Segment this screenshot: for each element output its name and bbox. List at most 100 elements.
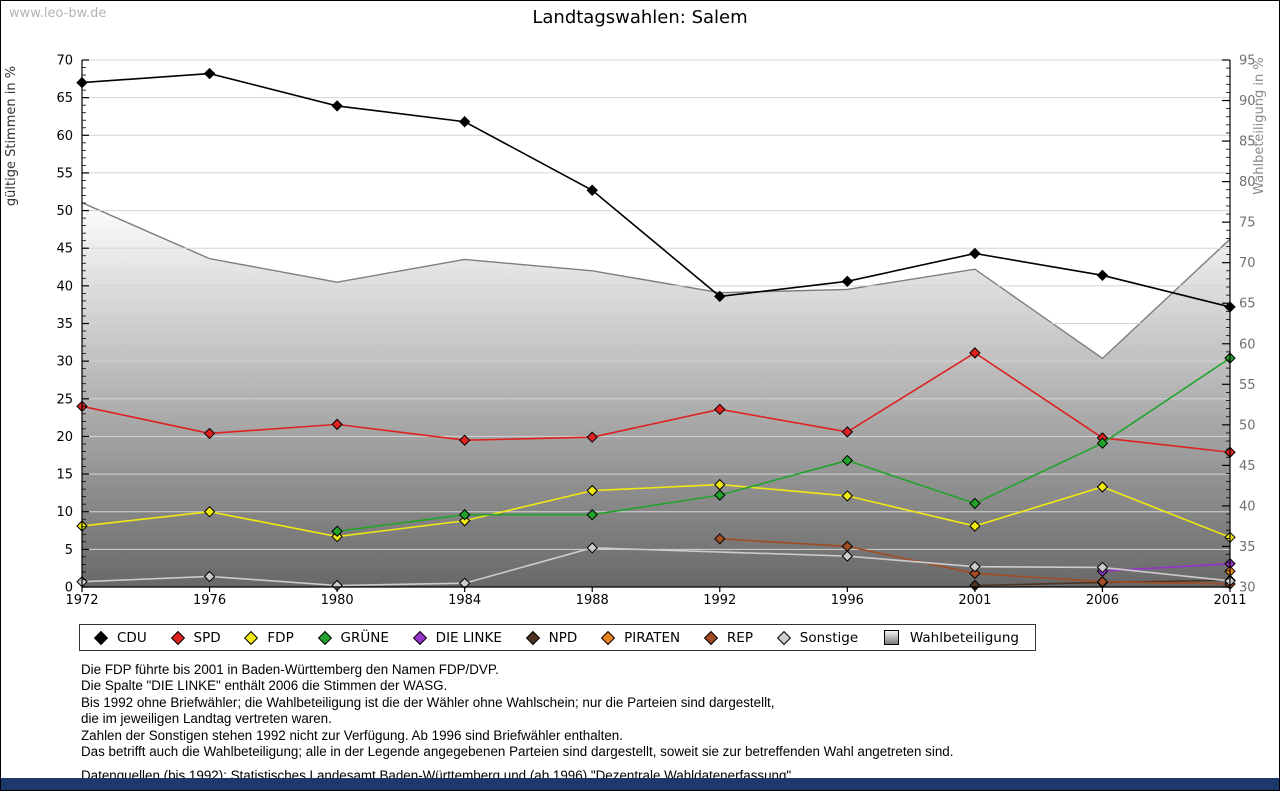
svg-text:45: 45 xyxy=(56,242,73,257)
svg-text:35: 35 xyxy=(1239,540,1256,555)
svg-text:55: 55 xyxy=(56,166,73,181)
series-gr-ne-markers xyxy=(331,352,1236,537)
legend-label: CDU xyxy=(117,629,147,646)
bottom-bar xyxy=(1,778,1279,790)
point-spd-1980 xyxy=(331,418,343,431)
point-cdu-1988 xyxy=(586,184,598,196)
svg-text:1992: 1992 xyxy=(703,593,736,608)
footnote-line: Die Spalte "DIE LINKE" enthält 2006 die … xyxy=(81,678,448,694)
legend-label: PIRATEN xyxy=(624,629,681,646)
chart-canvas: 0 5 10 15 20 25 30 35 40 45 50 55 60 65 70 30 35 40 45 50 55… xyxy=(4,54,1267,609)
series-fdp-line xyxy=(81,483,1231,539)
legend-label: GRÜNE xyxy=(340,629,389,646)
point-sonstige-2006 xyxy=(1096,561,1109,574)
legend-item-piraten: PIRATEN xyxy=(601,629,681,646)
legend-diamond-icon xyxy=(525,630,540,645)
legend-item-sonstige: Sonstige xyxy=(776,629,859,646)
legend-diamond-icon xyxy=(93,630,109,645)
svg-text:40: 40 xyxy=(1239,499,1256,514)
point-sonstige-2001 xyxy=(969,560,981,573)
point-cdu-1992 xyxy=(714,290,726,303)
svg-text:1972: 1972 xyxy=(65,593,98,608)
point-fdp-2006 xyxy=(1096,481,1109,493)
point-cdu-2001 xyxy=(969,247,981,260)
point-gr-ne-1984 xyxy=(458,509,471,521)
footnote-line: die im jeweiligen Landtag vertreten ware… xyxy=(81,711,332,727)
point-rep-2001 xyxy=(969,567,981,580)
legend-item-die-linke: DIE LINKE xyxy=(412,629,502,646)
point-spd-1976 xyxy=(203,427,216,440)
legend-label: DIE LINKE xyxy=(435,629,502,646)
point-spd-1992 xyxy=(714,403,726,416)
point-cdu-1980 xyxy=(331,100,343,112)
svg-text:30: 30 xyxy=(1239,581,1256,596)
legend-label: Wahlbeteiligung xyxy=(909,629,1019,646)
svg-text:1988: 1988 xyxy=(576,593,609,608)
axis-labels: 0 5 10 15 20 25 30 35 40 45 50 55 60 65 70 30 35 40 45 50 55… xyxy=(56,54,1255,609)
point-fdp-1996 xyxy=(841,490,854,502)
legend-diamond-icon xyxy=(244,630,259,645)
svg-text:1980: 1980 xyxy=(321,593,354,608)
svg-text:10: 10 xyxy=(56,505,73,520)
svg-text:1996: 1996 xyxy=(831,593,864,608)
axes xyxy=(81,59,1231,592)
footnote-line: Zahlen der Sonstigen stehen 1992 nicht z… xyxy=(81,727,623,743)
point-cdu-1984 xyxy=(458,116,471,128)
legend-label: Sonstige xyxy=(799,629,859,646)
svg-text:65: 65 xyxy=(56,91,73,106)
page-title: Landtagswahlen: Salem xyxy=(532,7,748,28)
svg-text:5: 5 xyxy=(65,543,73,558)
series-spd-line xyxy=(81,351,1231,454)
svg-text:60: 60 xyxy=(1239,337,1256,352)
svg-text:55: 55 xyxy=(1239,378,1256,393)
legend-diamond-icon xyxy=(412,630,427,645)
svg-text:35: 35 xyxy=(56,317,73,332)
svg-text:1976: 1976 xyxy=(193,593,226,608)
svg-text:0: 0 xyxy=(65,581,73,596)
legend-square-icon xyxy=(883,630,899,645)
legend-item-gr-ne: GRÜNE xyxy=(317,629,389,646)
point-gr-ne-2006 xyxy=(1096,437,1109,449)
footnote-line: Die FDP führte bis 2001 in Baden-Württem… xyxy=(81,662,499,677)
footnote-line: Das betrifft auch die Wahlbeteiligung; a… xyxy=(81,744,954,760)
point-fdp-2001 xyxy=(969,520,981,532)
svg-text:85: 85 xyxy=(1239,135,1256,150)
point-gr-ne-2001 xyxy=(969,497,981,510)
point-sonstige-1996 xyxy=(841,550,854,562)
legend-label: REP xyxy=(726,629,753,646)
legend-diamond-icon xyxy=(170,630,185,645)
legend-item-npd: NPD xyxy=(525,630,577,646)
point-rep-1992 xyxy=(714,533,726,545)
svg-text:65: 65 xyxy=(1239,297,1256,312)
svg-text:80: 80 xyxy=(1239,175,1256,190)
svg-text:20: 20 xyxy=(56,430,73,445)
point-spd-1996 xyxy=(841,426,854,438)
point-gr-ne-1992 xyxy=(714,489,726,501)
point-spd-1984 xyxy=(458,434,471,446)
svg-text:45: 45 xyxy=(1239,459,1256,474)
point-spd-2001 xyxy=(969,347,981,359)
legend-label: SPD xyxy=(193,629,221,646)
point-sonstige-1988 xyxy=(586,542,598,554)
legend-diamond-icon xyxy=(776,630,791,645)
svg-text:70: 70 xyxy=(56,54,73,69)
point-fdp-1984 xyxy=(458,515,471,527)
right-axis-title: Wahlbeteiligung in % xyxy=(1252,57,1267,194)
point-gr-ne-1988 xyxy=(586,509,598,521)
svg-text:40: 40 xyxy=(56,279,73,294)
svg-text:25: 25 xyxy=(56,392,73,407)
point-spd-1988 xyxy=(586,431,598,443)
legend-item-wahlbeteiligung: Wahlbeteiligung xyxy=(883,629,1019,646)
legend-label: FDP xyxy=(267,629,294,646)
legend-diamond-icon xyxy=(601,630,616,645)
svg-text:50: 50 xyxy=(1239,418,1256,433)
svg-text:30: 30 xyxy=(56,355,73,370)
series-gr-ne-line xyxy=(337,357,1231,533)
svg-text:90: 90 xyxy=(1239,94,1256,109)
turnout-area xyxy=(82,202,1230,588)
watermark: www.leo-bw.de xyxy=(9,6,107,21)
point-fdp-1988 xyxy=(586,484,598,497)
point-fdp-1976 xyxy=(203,506,216,518)
point-cdu-1996 xyxy=(841,275,854,288)
